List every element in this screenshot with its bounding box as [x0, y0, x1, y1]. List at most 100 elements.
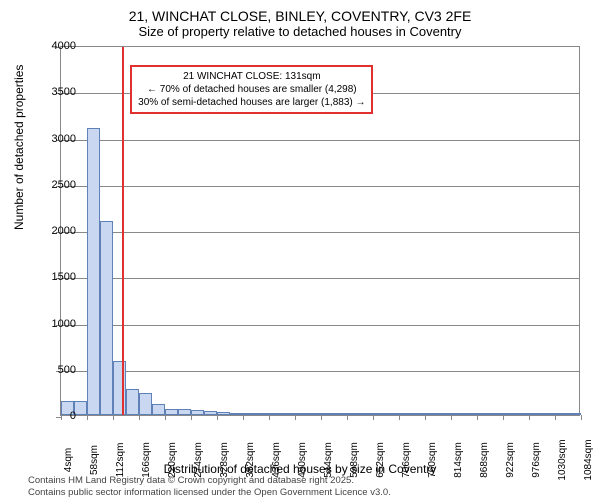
x-tick-mark: [555, 415, 556, 420]
y-tick-label: 4000: [36, 40, 76, 52]
grid-line: [61, 232, 579, 233]
histogram-bar: [191, 410, 204, 415]
x-tick-label: 598sqm: [349, 442, 360, 478]
x-tick-label: 814sqm: [453, 442, 464, 478]
grid-line: [61, 186, 579, 187]
x-tick-label: 436sqm: [271, 442, 282, 478]
x-tick-mark: [165, 415, 166, 420]
x-tick-label: 652sqm: [375, 442, 386, 478]
histogram-bar: [295, 413, 308, 415]
histogram-bar: [503, 413, 516, 415]
annotation-line: 30% of semi-detached houses are larger (…: [138, 96, 365, 109]
x-tick-mark: [217, 415, 218, 420]
histogram-bar: [256, 413, 269, 415]
annotation-line: 21 WINCHAT CLOSE: 131sqm: [138, 70, 365, 83]
x-tick-label: 1084sqm: [583, 439, 594, 480]
x-tick-label: 166sqm: [141, 442, 152, 478]
y-tick-label: 0: [36, 410, 76, 422]
y-tick-label: 2500: [36, 179, 76, 191]
x-tick-mark: [373, 415, 374, 420]
histogram-bar: [555, 413, 568, 415]
x-tick-mark: [191, 415, 192, 420]
x-tick-mark: [503, 415, 504, 420]
y-axis-label: Number of detached properties: [12, 65, 26, 230]
y-tick-label: 3500: [36, 86, 76, 98]
histogram-bar: [321, 413, 334, 415]
x-tick-mark: [139, 415, 140, 420]
x-tick-mark: [451, 415, 452, 420]
x-tick-label: 58sqm: [89, 445, 100, 475]
x-tick-mark: [269, 415, 270, 420]
x-tick-mark: [113, 415, 114, 420]
x-tick-label: 922sqm: [505, 442, 516, 478]
x-tick-mark: [295, 415, 296, 420]
histogram-bar: [386, 413, 399, 415]
grid-line: [61, 371, 579, 372]
x-tick-label: 1030sqm: [557, 439, 568, 480]
histogram-bar: [139, 393, 152, 415]
footer-line-2: Contains public sector information licen…: [28, 487, 391, 498]
x-tick-mark: [529, 415, 530, 420]
grid-line: [61, 325, 579, 326]
histogram-bar: [477, 413, 490, 415]
x-tick-label: 274sqm: [193, 442, 204, 478]
y-tick-label: 3000: [36, 133, 76, 145]
y-tick-label: 1500: [36, 271, 76, 283]
histogram-bar: [438, 413, 451, 415]
grid-line: [61, 278, 579, 279]
histogram-bar: [347, 413, 360, 415]
histogram-bar: [100, 221, 113, 415]
histogram-bar: [230, 413, 243, 415]
x-tick-mark: [243, 415, 244, 420]
histogram-bar: [217, 412, 230, 415]
x-tick-label: 112sqm: [115, 443, 126, 478]
histogram-bar: [425, 413, 438, 415]
x-tick-label: 4sqm: [63, 448, 74, 472]
histogram-bar: [373, 413, 386, 415]
x-tick-label: 706sqm: [401, 442, 412, 478]
histogram-bar: [529, 413, 542, 415]
x-tick-mark: [477, 415, 478, 420]
histogram-bar: [399, 413, 412, 415]
x-tick-label: 760sqm: [427, 442, 438, 478]
footer-attribution: Contains HM Land Registry data © Crown c…: [28, 475, 391, 498]
histogram-bar: [87, 128, 100, 415]
x-tick-label: 490sqm: [297, 442, 308, 478]
x-tick-mark: [581, 415, 582, 420]
x-tick-mark: [321, 415, 322, 420]
x-tick-label: 382sqm: [245, 442, 256, 478]
chart-title-sub: Size of property relative to detached ho…: [0, 24, 600, 43]
x-tick-label: 976sqm: [531, 442, 542, 478]
annotation-box: 21 WINCHAT CLOSE: 131sqm← 70% of detache…: [130, 65, 373, 114]
annotation-line: ← 70% of detached houses are smaller (4,…: [138, 83, 365, 96]
x-tick-mark: [347, 415, 348, 420]
histogram-bar: [308, 413, 321, 415]
histogram-bar: [126, 389, 139, 415]
histogram-bar: [178, 409, 191, 415]
x-tick-mark: [399, 415, 400, 420]
chart-title-main: 21, WINCHAT CLOSE, BINLEY, COVENTRY, CV3…: [0, 0, 600, 24]
histogram-bar: [542, 413, 555, 415]
plot-area: 21 WINCHAT CLOSE: 131sqm← 70% of detache…: [60, 46, 580, 416]
y-tick-label: 1000: [36, 318, 76, 330]
chart-container: 21 WINCHAT CLOSE: 131sqm← 70% of detache…: [60, 46, 580, 416]
y-tick-label: 2000: [36, 225, 76, 237]
histogram-bar: [334, 413, 347, 415]
histogram-bar: [165, 409, 178, 415]
histogram-bar: [360, 413, 373, 415]
x-tick-label: 868sqm: [479, 442, 490, 478]
histogram-bar: [204, 411, 217, 415]
histogram-bar: [282, 413, 295, 415]
x-tick-mark: [425, 415, 426, 420]
x-tick-label: 328sqm: [219, 442, 230, 478]
histogram-bar: [152, 404, 165, 415]
histogram-bar: [412, 413, 425, 415]
histogram-bar: [490, 413, 503, 415]
histogram-bar: [516, 413, 529, 415]
histogram-bar: [269, 413, 282, 415]
y-tick-label: 500: [36, 364, 76, 376]
histogram-bar: [568, 413, 581, 415]
x-tick-label: 544sqm: [323, 442, 334, 478]
histogram-bar: [243, 413, 256, 415]
x-tick-label: 220sqm: [167, 442, 178, 478]
